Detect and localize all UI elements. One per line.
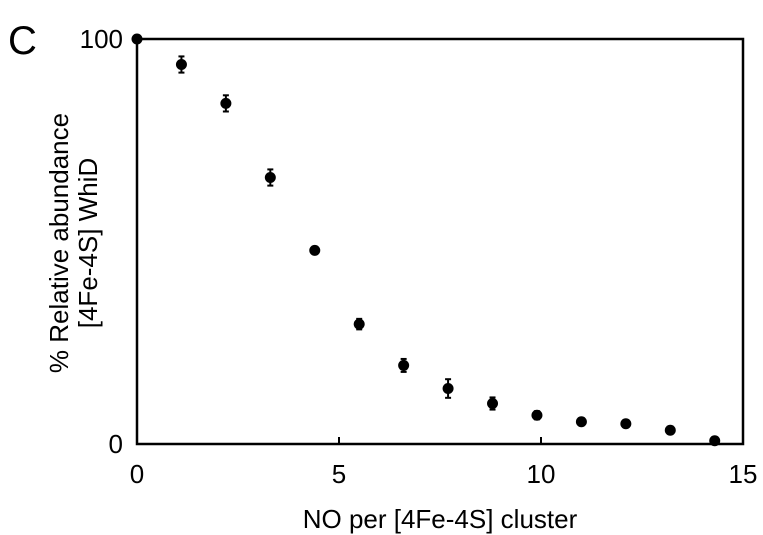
data-point [531, 409, 543, 421]
axis-ticks: 0 5 10 15 0 100 [80, 24, 758, 489]
data-point [620, 418, 632, 430]
panel-label: C [8, 19, 37, 63]
data-points [131, 33, 721, 447]
y-axis-title: % Relative abundance [4Fe-4S] WhiD [44, 113, 103, 373]
data-point [398, 359, 410, 371]
x-tick-label: 5 [332, 459, 346, 489]
data-point [220, 97, 232, 109]
y-tick-label: 0 [109, 429, 123, 459]
data-point [709, 435, 721, 447]
data-point [664, 424, 676, 436]
data-point [487, 398, 499, 409]
x-tick-label: 0 [130, 459, 144, 489]
data-point [131, 33, 143, 45]
plot-frame [135, 37, 745, 446]
x-tick-label: 10 [527, 459, 556, 489]
y-axis-title-line-2: [4Fe-4S] WhiD [73, 158, 103, 329]
y-axis-title-line-1: % Relative abundance [44, 113, 74, 373]
x-tick-label: 15 [729, 459, 758, 489]
data-point [175, 59, 187, 71]
data-point [442, 383, 454, 395]
data-point [575, 416, 587, 428]
data-point [309, 244, 321, 256]
data-point [353, 318, 365, 330]
y-tick-label: 100 [80, 24, 123, 54]
x-axis-title: NO per [4Fe-4S] cluster [303, 504, 578, 534]
data-point [264, 172, 276, 184]
